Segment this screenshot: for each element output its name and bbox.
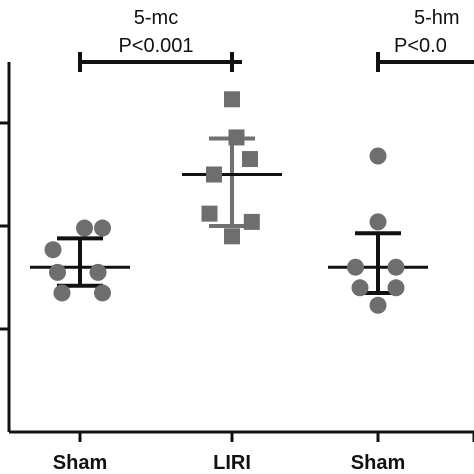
data-point-square bbox=[224, 91, 240, 108]
data-point-circle bbox=[94, 219, 111, 237]
x-tick-label: LIRI bbox=[213, 452, 251, 474]
data-point-circle bbox=[387, 258, 405, 276]
data-point-circle bbox=[89, 263, 107, 281]
data-point-square bbox=[228, 129, 245, 146]
annotation-label: 5-mc bbox=[134, 7, 178, 29]
significance-annotations: 5-mc P<0.001 5-hm P<0.0 bbox=[78, 7, 474, 72]
data-point-square bbox=[243, 213, 260, 230]
annotation-label: 5-hm bbox=[414, 7, 460, 29]
data-point-circle bbox=[369, 147, 387, 165]
x-tick-labels: Sham LIRI Sham bbox=[53, 452, 405, 474]
axes bbox=[0, 62, 474, 442]
annotation-p-value: P<0.0 bbox=[394, 35, 447, 57]
data-point-circle bbox=[369, 296, 387, 314]
data-point-circle bbox=[44, 241, 62, 259]
data-point-circle bbox=[76, 219, 93, 237]
data-point-square bbox=[242, 151, 258, 168]
data-point-square bbox=[206, 166, 222, 183]
error-bars bbox=[30, 136, 428, 295]
data-point-circle bbox=[387, 279, 405, 297]
data-point-square bbox=[224, 228, 240, 245]
data-point-square bbox=[201, 205, 218, 222]
data-point-circle bbox=[53, 284, 71, 302]
data-point-circle bbox=[347, 258, 364, 276]
data-point-circle bbox=[369, 213, 387, 231]
data-point-circle bbox=[94, 284, 111, 302]
x-tick-label: Sham bbox=[53, 452, 107, 474]
data-point-circle bbox=[49, 263, 66, 281]
data-point-circle bbox=[351, 279, 369, 297]
x-tick-label: Sham bbox=[351, 452, 405, 474]
data-points bbox=[44, 91, 405, 314]
annotation-p-value: P<0.001 bbox=[118, 35, 193, 57]
